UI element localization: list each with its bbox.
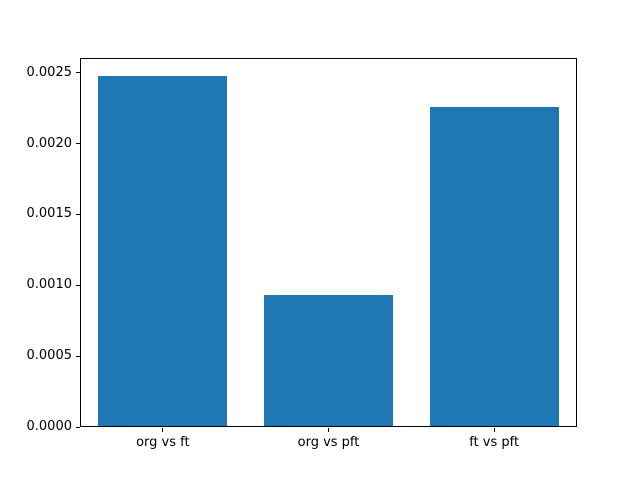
bar-ft-vs-pft — [429, 106, 559, 427]
y-tick-mark — [76, 426, 80, 428]
y-tick-mark — [76, 143, 80, 145]
x-tick-mark — [328, 428, 329, 432]
x-tick-mark — [493, 428, 495, 432]
x-tick-mark — [162, 428, 164, 432]
bar-org-vs-pft — [263, 295, 394, 427]
y-tick-mark — [76, 284, 80, 286]
y-tick-mark — [76, 355, 80, 357]
y-tick-label: 0.0010 — [26, 277, 73, 293]
y-tick-label: 0.0005 — [26, 348, 73, 364]
x-tick-label: org vs ft — [136, 435, 190, 450]
x-tick-label: org vs pft — [297, 435, 360, 450]
y-tick-label: 0.0025 — [26, 64, 73, 80]
x-tick-label: ft vs pft — [469, 435, 520, 450]
y-tick-label: 0.0000 — [26, 419, 73, 434]
y-tick-label: 0.0020 — [26, 135, 73, 151]
bar-org-vs-ft — [98, 75, 228, 427]
y-tick-mark — [76, 72, 80, 74]
y-tick-label: 0.0015 — [26, 206, 73, 222]
y-tick-mark — [76, 213, 80, 215]
